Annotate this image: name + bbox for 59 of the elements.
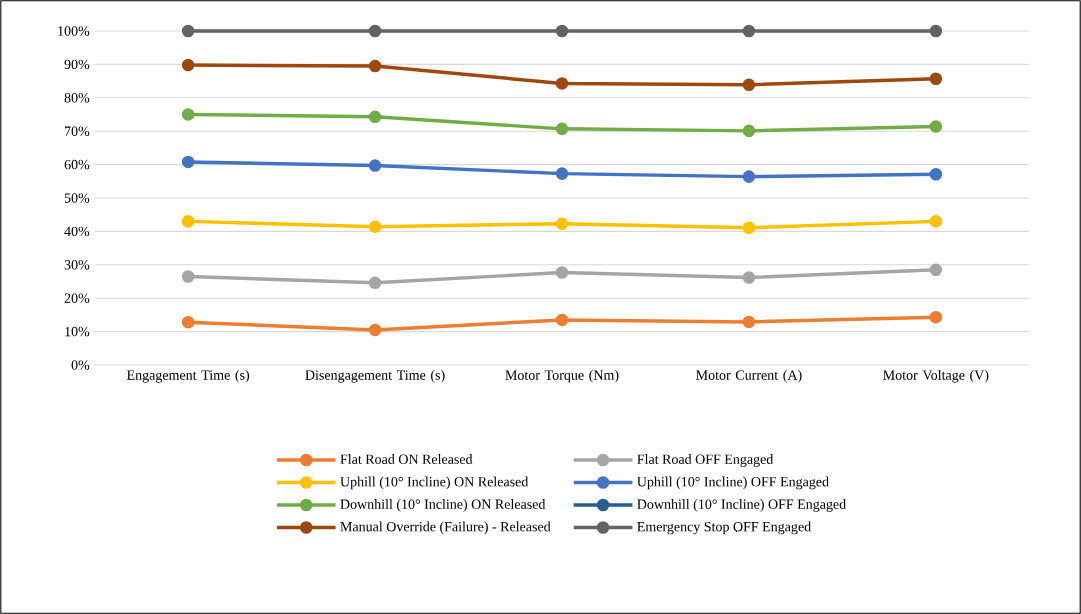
legend-label: Emergency Stop OFF Engaged — [637, 521, 811, 535]
point — [742, 124, 756, 138]
point — [181, 270, 195, 283]
point — [368, 220, 382, 233]
legend-label: Flat Road ON Released — [340, 454, 473, 464]
point — [181, 315, 195, 329]
point — [181, 58, 195, 72]
y-tick-label: 30% — [64, 260, 90, 270]
legend-label: Uphill (10° Incline) ON Released — [340, 476, 529, 490]
legend-label: Flat Road OFF Engaged — [637, 454, 774, 467]
point — [555, 77, 569, 90]
point — [181, 155, 195, 169]
y-tick-label: 0% — [71, 360, 90, 370]
point — [929, 310, 943, 324]
point — [742, 24, 756, 38]
point — [929, 72, 943, 86]
point — [742, 170, 756, 183]
point — [929, 263, 943, 277]
x-tick-label: Motor Voltage (V) — [883, 369, 989, 383]
point — [368, 59, 382, 73]
legend-label: Downhill (10° Incline) ON Released — [340, 499, 546, 512]
point — [742, 315, 756, 329]
point — [742, 221, 756, 234]
point — [929, 168, 943, 181]
y-tick-label: 90% — [64, 59, 90, 70]
point — [742, 78, 756, 92]
point — [181, 24, 195, 38]
point — [368, 323, 382, 337]
y-tick-label: 10% — [65, 326, 90, 337]
x-tick-label: Engagement Time (s) — [126, 369, 250, 383]
point — [368, 276, 382, 290]
legend-label: Uphill (10° Incline) OFF Engaged — [637, 476, 829, 490]
y-tick-label: 40% — [64, 226, 90, 237]
y-tick-label: 100% — [58, 26, 90, 36]
point — [368, 24, 382, 38]
point — [929, 215, 943, 228]
point — [929, 24, 943, 38]
y-tick-label: 70% — [64, 126, 90, 136]
point — [742, 271, 756, 284]
legend-label: Manual Override (Failure) - Released — [340, 521, 551, 535]
y-tick-label: 80% — [64, 93, 90, 103]
point — [181, 215, 195, 228]
x-tick-label: Motor Current (A) — [696, 369, 802, 383]
point — [929, 120, 943, 133]
y-tick-label: 60% — [64, 159, 90, 170]
point — [555, 217, 569, 230]
point — [555, 313, 569, 327]
legend-label: Downhill (10° Incline) OFF Engaged — [637, 499, 846, 512]
point — [368, 159, 382, 172]
x-tick-label: Motor Torque (Nm) — [505, 369, 619, 383]
y-tick-label: 50% — [64, 193, 90, 203]
point — [555, 24, 569, 38]
point — [555, 122, 569, 136]
point — [181, 108, 195, 121]
x-tick-label: Disengagement Time (s) — [305, 369, 445, 383]
y-tick-label: 20% — [64, 293, 90, 303]
point — [555, 266, 569, 279]
point — [368, 110, 382, 124]
point — [555, 167, 569, 180]
